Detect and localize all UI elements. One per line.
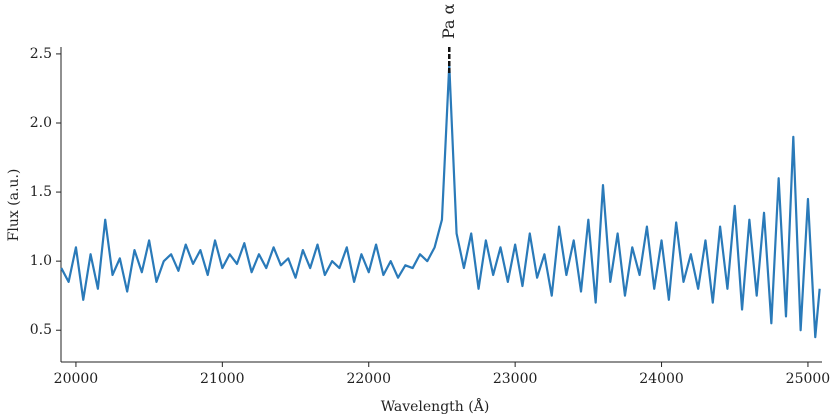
x-tick-label: 23000 — [493, 371, 538, 387]
y-tick-label: 1.0 — [30, 253, 52, 269]
x-tick-label: 22000 — [346, 371, 391, 387]
y-tick-label: 1.5 — [30, 184, 52, 200]
x-tick-label: 24000 — [639, 371, 684, 387]
y-axis-label: Flux (a.u.) — [6, 169, 22, 242]
x-tick-label: 21000 — [200, 371, 245, 387]
x-axis-label: Wavelength (Å) — [381, 397, 490, 415]
annotation-label: Pa α — [439, 3, 458, 39]
y-tick-label: 2.0 — [30, 115, 52, 131]
y-tick-label: 2.5 — [30, 46, 52, 62]
spectrum-line — [60, 63, 821, 339]
x-tick-label: 25000 — [786, 371, 830, 387]
x-tick-label: 20000 — [54, 371, 99, 387]
y-tick-label: 0.5 — [30, 322, 52, 338]
